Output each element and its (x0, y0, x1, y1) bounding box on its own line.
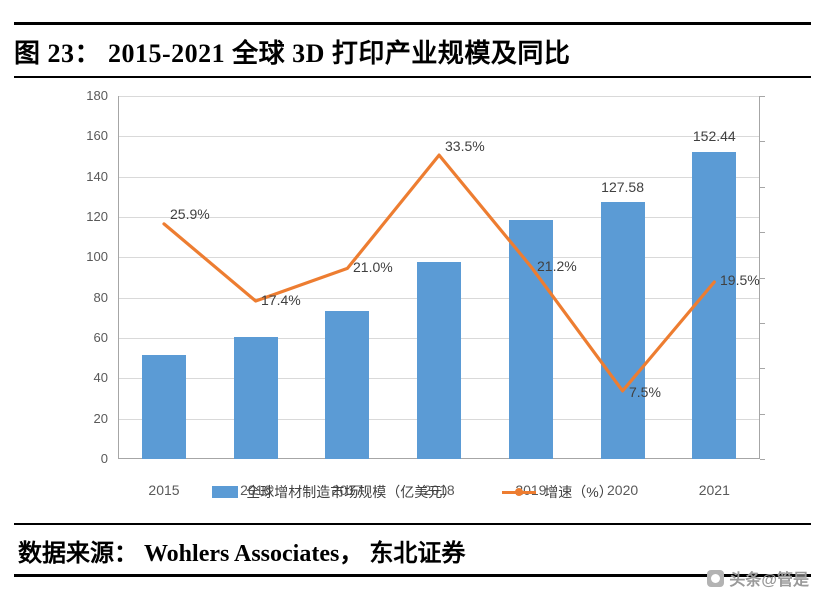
x-axis-label-2021: 2021 (698, 482, 730, 498)
x-axis-label-2015: 2015 (148, 482, 180, 498)
y-axis-left-tick: 40 (93, 370, 108, 386)
y-axis-left-tick: 60 (93, 330, 108, 345)
y-axis-left-tick: 0 (100, 451, 108, 466)
growth-line-layer (162, 153, 716, 393)
figure-title-bar: 图 23： 2015-2021 全球 3D 打印产业规模及同比 (14, 28, 811, 74)
left-axis-line (118, 96, 119, 459)
bar-2015 (142, 354, 186, 459)
y-axis-left-tick: 140 (86, 168, 108, 184)
gridline (118, 176, 760, 178)
tickmark (760, 96, 765, 97)
x-axis-label-2018: 2018 (423, 482, 455, 498)
tickmark (760, 322, 765, 324)
y-axis-left-tick: 160 (86, 128, 108, 144)
gridline (118, 96, 760, 97)
tickmark (760, 141, 765, 143)
bar-2019 (508, 219, 553, 459)
watermark: 头条@管是 (707, 566, 809, 590)
tickmark (760, 459, 765, 460)
page-title: 图 23： 2015-2021 全球 3D 打印产业规模及同比 (14, 38, 571, 68)
line-swatch-icon (502, 486, 537, 498)
growth-label-2018: 33.5% (445, 138, 485, 154)
bar-2020 (600, 201, 645, 459)
bottom-rule (14, 574, 811, 577)
growth-label-2020: 7.5% (629, 384, 661, 400)
x-axis-label-2016: 2016 (240, 482, 272, 498)
bar-2021 (692, 151, 737, 459)
source-note: 数据来源： Wohlers Associates， 东北证券 (18, 541, 466, 567)
source-top-rule (14, 523, 811, 525)
legend-item-label: 增速（%） (544, 484, 613, 500)
title-underline (14, 76, 811, 78)
growth-label-2017: 21.0% (353, 259, 393, 275)
watermark-logo-icon (707, 569, 725, 587)
gridline (118, 136, 760, 138)
tickmark (760, 413, 765, 415)
x-axis-label-2020: 2020 (607, 482, 639, 498)
chart-container: 180 160 140 120 100 80 60 40 20 0 40% 35… (14, 82, 811, 517)
tickmark (760, 186, 765, 188)
growth-label-2015: 25.9% (170, 206, 210, 222)
y-axis-left-tick: 100 (86, 249, 108, 265)
bar-2018 (417, 261, 462, 459)
bar-2016 (233, 336, 278, 459)
legend-item-bar[interactable]: 全球增材制造市场规模（亿美元） (212, 482, 456, 502)
gridline (118, 257, 760, 259)
y-axis-left-tick: 20 (93, 410, 108, 426)
y-axis-left-tick: 120 (86, 209, 108, 224)
bar-2017 (325, 311, 370, 459)
bar-value-label-2021: 152.44 (692, 128, 736, 144)
right-axis-line (759, 96, 760, 459)
watermark-label: 头条@管是 (729, 572, 809, 589)
growth-label-2019: 21.2% (537, 258, 577, 274)
chart-legend: 全球增材制造市场规模（亿美元） 增速（%） (14, 482, 811, 502)
x-axis-label-2017: 2017 (331, 482, 363, 498)
legend-item-line[interactable]: 增速（%） (502, 482, 613, 502)
plot-area: 180 160 140 120 100 80 60 40 20 0 40% 35… (86, 88, 765, 498)
tickmark (760, 232, 765, 234)
y-axis-left-tick: 80 (93, 289, 108, 305)
bar-value-label-2020: 127.58 (601, 179, 644, 195)
top-rule (14, 22, 811, 25)
gridline (118, 217, 760, 218)
tickmark (760, 277, 765, 279)
growth-label-2016: 17.4% (261, 292, 301, 308)
tickmark (760, 368, 765, 370)
growth-label-2021: 19.5% (720, 272, 760, 288)
y-axis-left-tick: 180 (86, 88, 108, 103)
legend-item-label: 全球增材制造市场规模（亿美元） (246, 484, 457, 500)
bar-swatch-icon (212, 486, 239, 498)
